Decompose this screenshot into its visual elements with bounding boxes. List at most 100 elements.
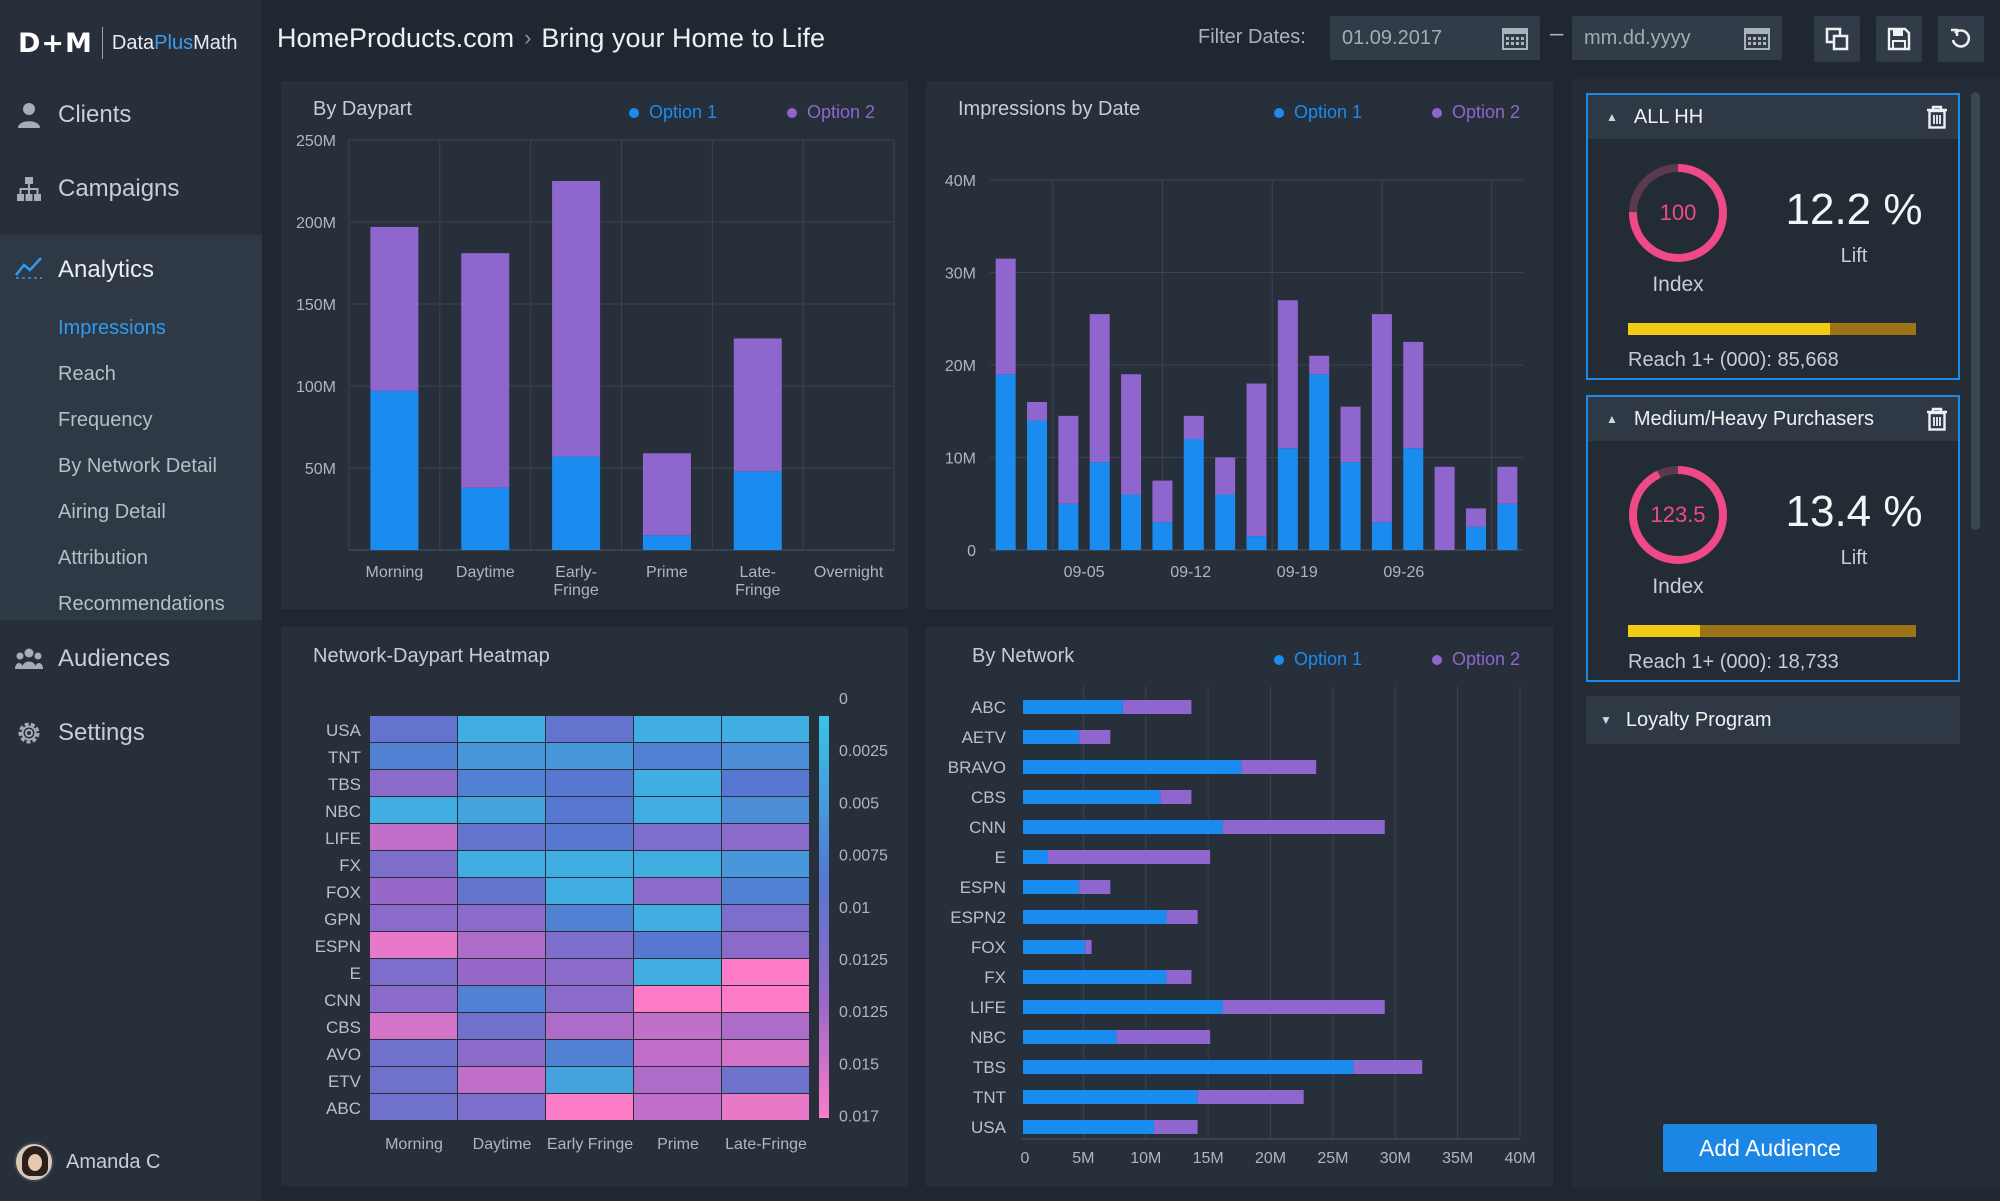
y-tick-label: 50M <box>305 461 336 478</box>
panel-title: Impressions by Date <box>958 98 1141 120</box>
y-tick-label: 100M <box>296 379 336 396</box>
audience-card-medium-heavy[interactable]: ▲ Medium/Heavy Purchasers 123.5 Index 13… <box>1586 395 1960 682</box>
bar-option-1 <box>1340 462 1361 550</box>
breadcrumb-site[interactable]: HomeProducts.com <box>277 22 515 53</box>
legend-option-2[interactable]: Option 2 <box>787 102 875 123</box>
lift-value: 13.4 % <box>1785 487 1923 536</box>
heatmap-cell <box>634 905 721 931</box>
bar-option-2 <box>1222 1000 1385 1014</box>
add-audience-button[interactable]: Add Audience <box>1663 1124 1877 1172</box>
bar-option-1 <box>642 535 691 550</box>
nav-clients[interactable]: Clients <box>0 78 262 152</box>
by-network-chart: 0 5M 10M 15M 20M 25M 30M 35M 40M ABC AETV BRAVO CBS C… <box>948 686 1536 1167</box>
nav-campaigns[interactable]: Campaigns <box>0 152 262 226</box>
end-date-input[interactable]: mm.dd.yyyy <box>1572 16 1782 60</box>
bar-option-1 <box>1027 420 1048 550</box>
start-date-input[interactable]: 01.09.2017 <box>1330 16 1540 60</box>
audience-loyalty-program[interactable]: ▼ Loyalty Program <box>1586 696 1960 744</box>
nav-sub-impressions[interactable]: Impressions <box>58 316 166 339</box>
row-label: GPN <box>324 910 361 929</box>
bar-option-2 <box>1121 374 1142 495</box>
y-tick-label: LIFE <box>970 998 1006 1017</box>
bar-option-2 <box>1497 466 1518 504</box>
heatmap-cell <box>546 1067 633 1093</box>
trash-icon[interactable] <box>1926 407 1948 437</box>
calendar-icon[interactable] <box>1744 26 1770 56</box>
y-tick-label: CBS <box>971 788 1006 807</box>
x-tick-label: Morning <box>366 564 424 581</box>
bar-option-2 <box>1122 700 1192 714</box>
nav-clients-label: Clients <box>58 101 132 128</box>
legend-option-2[interactable]: Option 2 <box>1432 102 1520 123</box>
bar-option-1 <box>1023 1090 1198 1104</box>
bar-option-2 <box>1166 910 1198 924</box>
x-tick-label: Prime <box>646 564 688 581</box>
legend-option-1[interactable]: Option 1 <box>1274 102 1362 123</box>
nav-sub-attribution[interactable]: Attribution <box>58 546 149 569</box>
bar-option-1 <box>1246 536 1267 550</box>
bar-option-1 <box>370 390 419 550</box>
x-tick-label: 35M <box>1442 1150 1473 1167</box>
x-tick-label: Daytime <box>456 564 515 581</box>
audience-card-header[interactable]: ▲ Medium/Heavy Purchasers <box>1588 397 1958 441</box>
heatmap-cell <box>458 770 545 796</box>
index-label: Index <box>1652 575 1704 598</box>
legend-option-1[interactable]: Option 1 <box>629 102 717 123</box>
heatmap-cell <box>370 770 457 796</box>
reset-button[interactable] <box>1938 16 1984 62</box>
bar-option-1 <box>1403 448 1424 550</box>
nav-audiences-label: Audiences <box>58 645 171 672</box>
heatmap-cell <box>370 878 457 904</box>
chevron-down-icon[interactable]: ▼ <box>1600 713 1612 727</box>
duplicate-button[interactable] <box>1814 16 1860 62</box>
calendar-icon[interactable] <box>1502 26 1528 56</box>
chevron-up-icon[interactable]: ▲ <box>1606 110 1618 124</box>
reach-text: Reach 1+ (000): 85,668 <box>1628 349 1839 371</box>
nav-sub-airing-detail[interactable]: Airing Detail <box>58 500 166 523</box>
bar-option-2 <box>1153 1120 1198 1134</box>
row-label: E <box>350 964 361 983</box>
scrollbar[interactable] <box>1971 92 1980 530</box>
nav-sub-network-detail[interactable]: By Network Detail <box>58 454 217 477</box>
chevron-up-icon[interactable]: ▲ <box>1606 412 1618 426</box>
nav-sub-reach[interactable]: Reach <box>58 362 116 385</box>
bar-option-1 <box>1152 522 1173 550</box>
trash-icon[interactable] <box>1926 105 1948 135</box>
row-label: NBC <box>325 802 361 821</box>
colorbar-label: 0.015 <box>839 1056 879 1073</box>
audience-card-header[interactable]: ▲ ALL HH <box>1588 95 1958 139</box>
y-tick-label: USA <box>971 1118 1007 1137</box>
user-profile[interactable]: Amanda C <box>14 1142 161 1182</box>
brand-logo[interactable]: D+M DataPlusMath <box>18 18 244 68</box>
nav-sub-recommendations[interactable]: Recommendations <box>58 592 225 615</box>
nav-audiences[interactable]: Audiences <box>0 622 262 696</box>
audience-card-all-hh[interactable]: ▲ ALL HH 100 Index 12.2 % Lift Reach 1+ … <box>1586 93 1960 380</box>
y-tick-label: 40M <box>945 173 976 190</box>
bar-option-2 <box>1152 480 1173 523</box>
heatmap-cell <box>546 1040 633 1066</box>
heatmap-cell <box>634 1067 721 1093</box>
heatmap-cell <box>370 986 457 1012</box>
heatmap-cell <box>370 824 457 850</box>
save-button[interactable] <box>1876 16 1922 62</box>
heatmap-cell <box>370 851 457 877</box>
row-label: CNN <box>324 991 361 1010</box>
sidebar: D+M DataPlusMath Clients Campaigns Analy… <box>0 0 262 1201</box>
nav-analytics[interactable]: Analytics <box>0 235 262 305</box>
logo-mark: D+M <box>18 27 93 59</box>
bar-option-1 <box>1309 374 1330 550</box>
date-range-dash: – <box>1550 20 1564 47</box>
bar-option-1 <box>1023 940 1086 954</box>
audience-panel: ▲ ALL HH 100 Index 12.2 % Lift Reach 1+ … <box>1572 79 2000 1187</box>
heatmap-cell <box>370 1013 457 1039</box>
nav-sub-frequency[interactable]: Frequency <box>58 408 153 431</box>
nav-settings[interactable]: Settings <box>0 696 262 770</box>
colorbar-label: 0.0125 <box>839 1004 888 1021</box>
legend-option-1[interactable]: Option 1 <box>1274 649 1362 670</box>
heatmap-cell <box>634 959 721 985</box>
nav-analytics-group: Analytics Impressions Reach Frequency By… <box>0 235 262 620</box>
bar-option-1 <box>461 487 510 550</box>
panel-title: By Daypart <box>313 98 412 120</box>
legend-option-2[interactable]: Option 2 <box>1432 649 1520 670</box>
heatmap-cell <box>722 851 809 877</box>
